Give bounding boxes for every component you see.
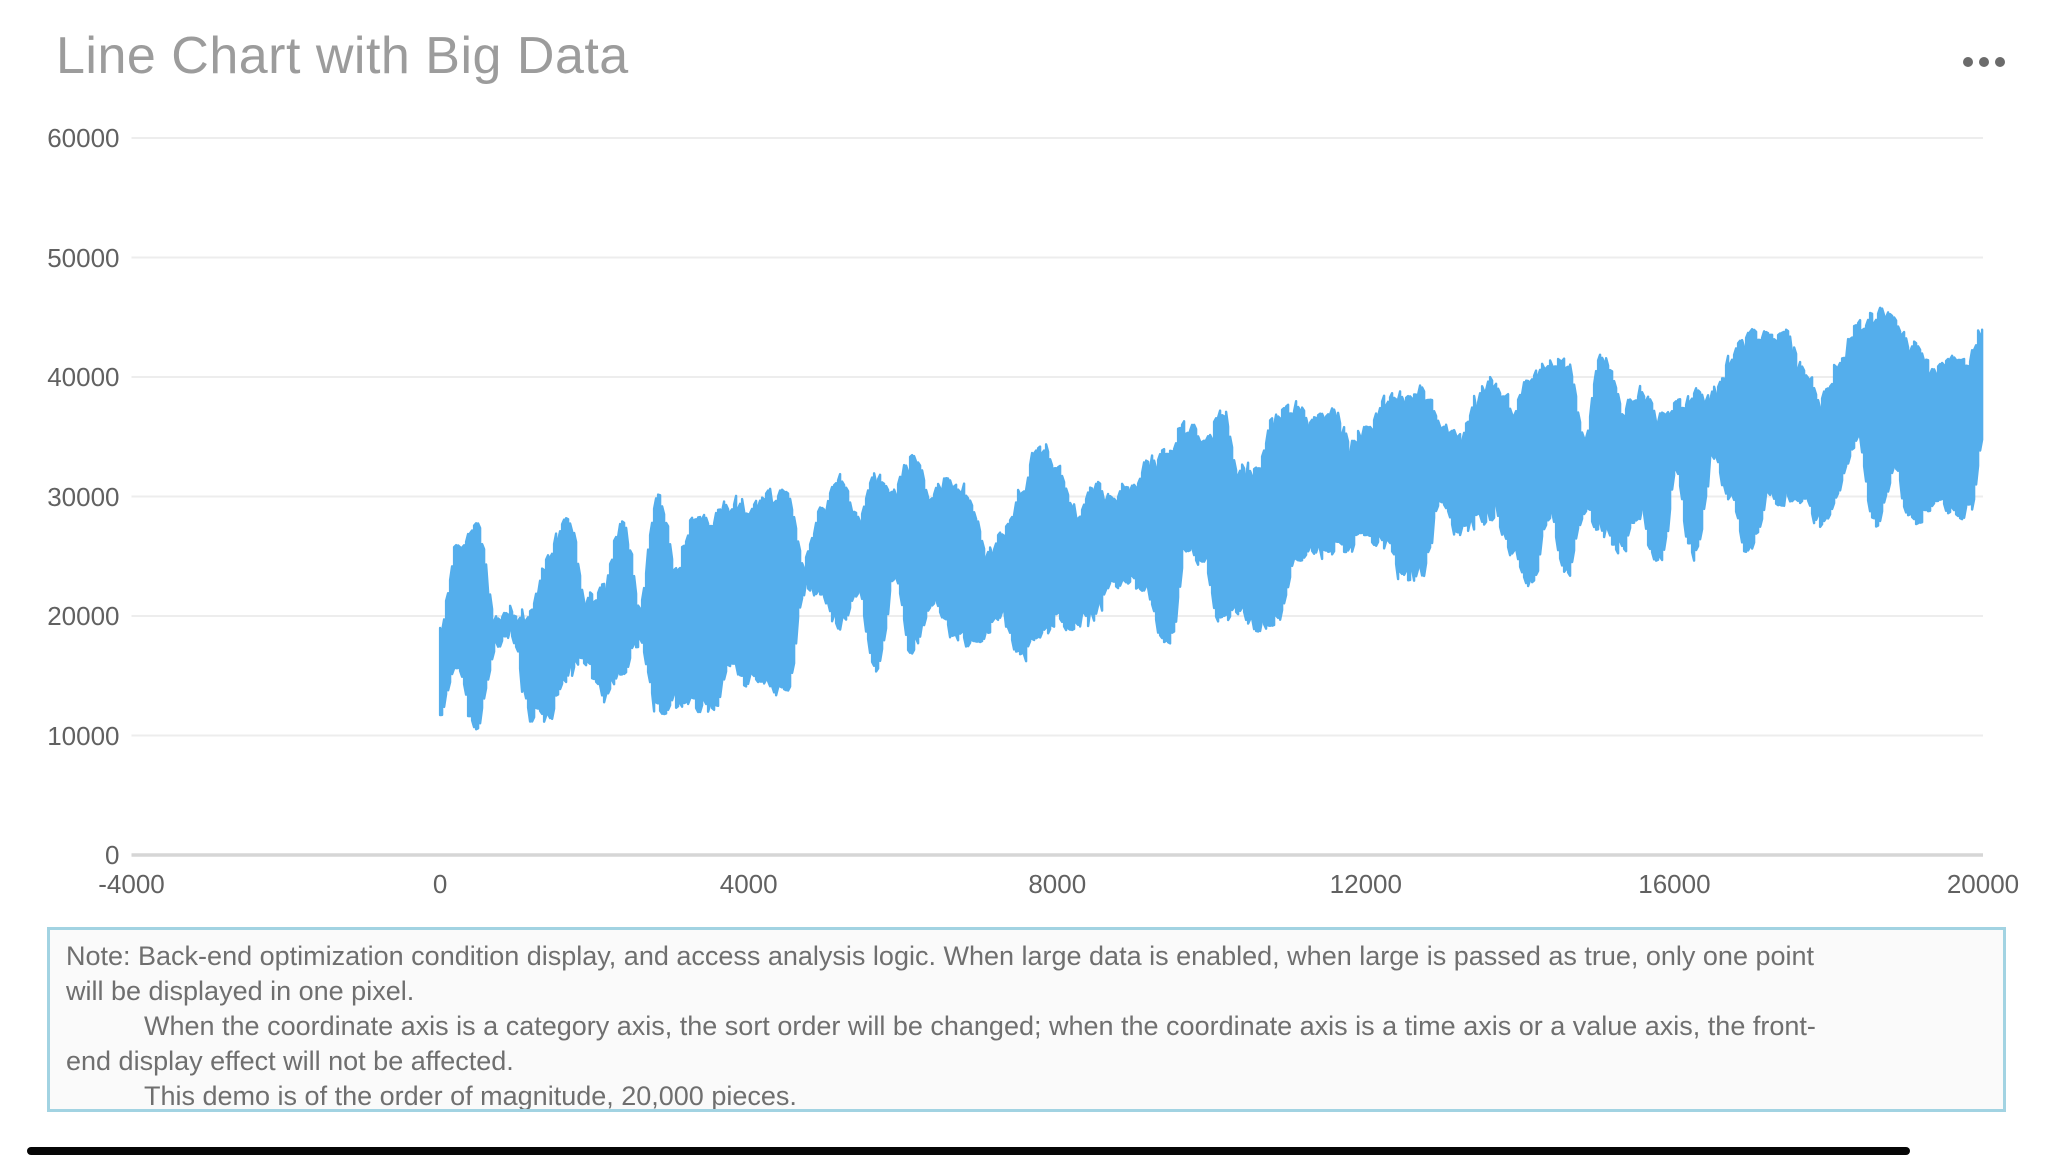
y-tick-label: 30000 (47, 481, 120, 512)
gridlines (131, 137, 1983, 857)
note-line: end display effect will not be affected. (66, 1046, 514, 1076)
line-series (438, 306, 1984, 731)
ellipsis-icon (1995, 57, 2005, 67)
x-tick-label: 0 (432, 869, 448, 899)
note-box: Note: Back-end optimization condition di… (47, 927, 2006, 1112)
y-tick-label: 40000 (47, 362, 120, 392)
x-tick-label: 20000 (1946, 869, 2020, 899)
note-line: When the coordinate axis is a category a… (144, 1011, 1816, 1041)
bottom-edge-bar (27, 1147, 1910, 1155)
y-tick-label: 60000 (47, 123, 120, 153)
chart-title: Line Chart with Big Data (56, 27, 629, 85)
ellipsis-icon (1979, 57, 1989, 67)
y-tick-label: 10000 (47, 720, 120, 751)
note-line: This demo is of the order of magnitude, … (144, 1081, 797, 1111)
y-tick-label: 20000 (47, 601, 120, 631)
x-tick-label: 4000 (719, 869, 778, 899)
note-line: Note: Back-end optimization condition di… (66, 941, 1815, 971)
x-tick-label: 16000 (1638, 869, 1711, 899)
y-tick-label: 0 (105, 840, 120, 870)
x-tick-label: 12000 (1329, 869, 1402, 899)
note-line: will be displayed in one pixel. (66, 976, 415, 1006)
y-tick-label: 50000 (47, 242, 120, 273)
x-tick-label: 8000 (1028, 869, 1087, 899)
ellipsis-icon (1963, 57, 1973, 67)
more-options-button[interactable] (1948, 44, 2020, 80)
x-tick-label: -4000 (98, 869, 165, 899)
